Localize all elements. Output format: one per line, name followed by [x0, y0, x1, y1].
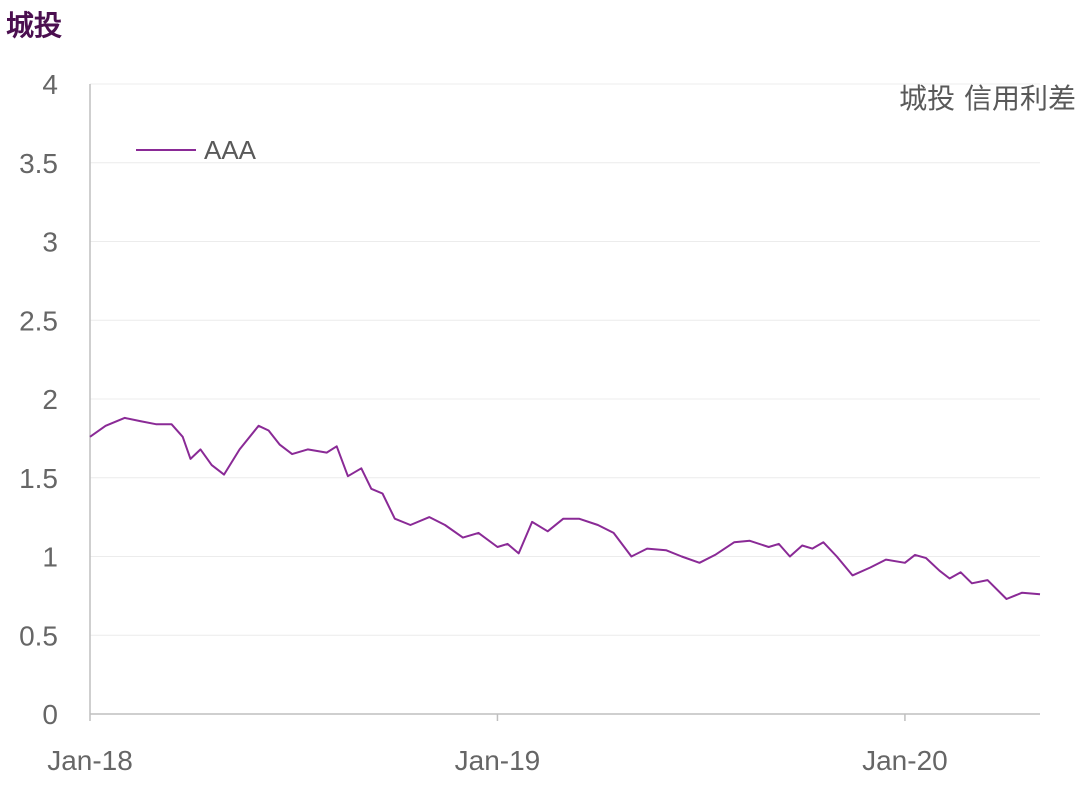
x-tick-label: Jan-20 — [862, 745, 948, 776]
gridlines — [90, 83, 1040, 636]
tick-labels: 0 0.5 1 1.5 2 2.5 3 3.5 4 Jan-18 Jan-19 Jan-20 — [19, 69, 948, 776]
x-tick-label: Jan-18 — [47, 745, 133, 776]
legend-label: AAA — [204, 135, 257, 165]
y-tick-label: 4 — [42, 69, 58, 100]
axes — [89, 84, 1040, 721]
y-tick-label: 3 — [42, 227, 58, 258]
y-tick-label: 1.5 — [19, 463, 58, 494]
legend: AAA — [136, 135, 257, 165]
series-line-aaa — [89, 416, 1041, 600]
y-tick-label: 2.5 — [19, 305, 58, 336]
series-lines — [89, 416, 1041, 600]
y-tick-label: 0 — [42, 699, 58, 730]
x-tick-label: Jan-19 — [455, 745, 541, 776]
chart-title: 城投 信用利差 — [899, 82, 1076, 115]
y-tick-label: 2 — [42, 384, 58, 415]
y-tick-label: 3.5 — [19, 148, 58, 179]
page-title: 城投 — [6, 9, 63, 42]
y-tick-label: 1 — [42, 542, 58, 573]
y-tick-label: 0.5 — [19, 620, 58, 651]
